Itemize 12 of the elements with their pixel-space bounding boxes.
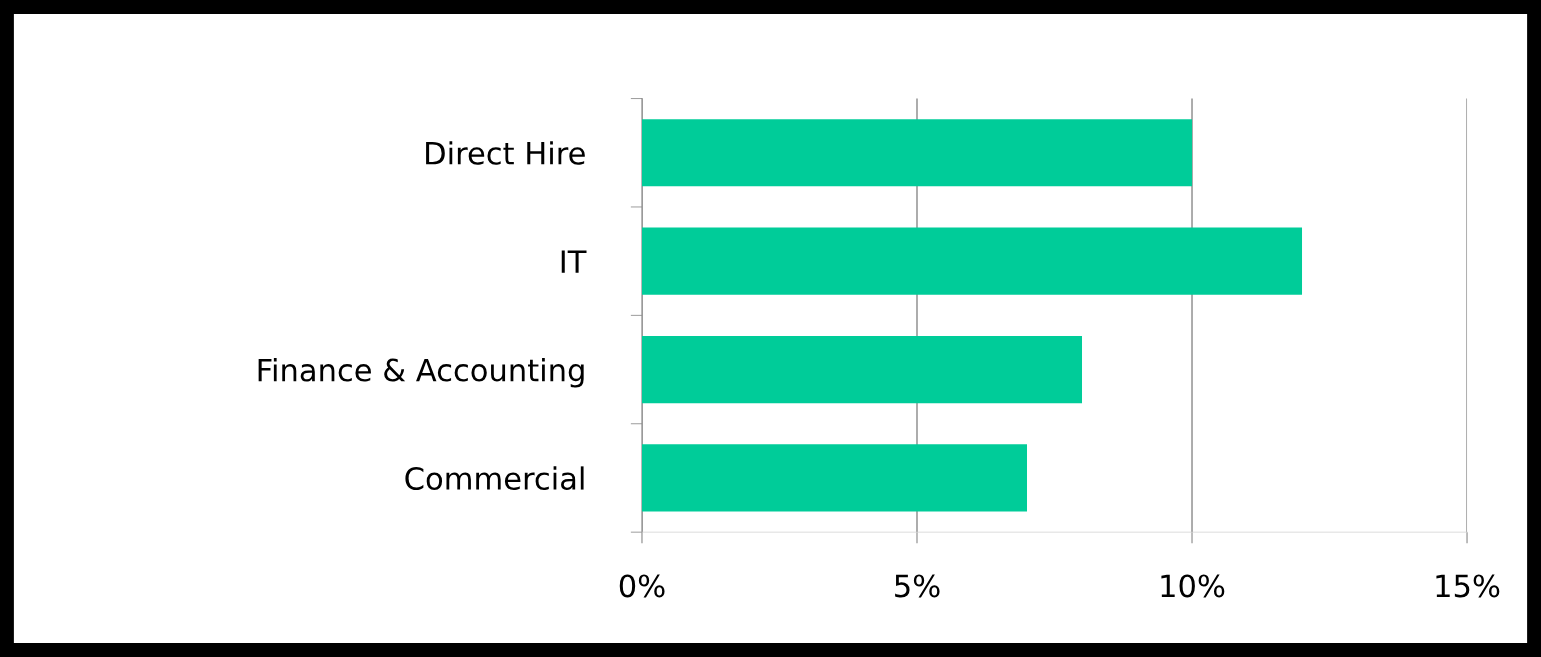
bar <box>641 119 1193 187</box>
x-tick-label: 15% <box>1436 574 1500 598</box>
y-tick-label: IT <box>561 250 587 273</box>
x-tick-label: 10% <box>1161 574 1225 598</box>
y-tick-label: Finance & Accounting <box>258 357 584 388</box>
x-tick-label: 5% <box>895 574 940 598</box>
y-tick-label: Commercial <box>405 466 584 491</box>
bar <box>641 227 1303 295</box>
bar <box>641 444 1027 512</box>
y-tick-label: Direct Hire <box>426 141 585 165</box>
x-tick-label: 0% <box>619 574 665 598</box>
bar <box>641 335 1083 404</box>
